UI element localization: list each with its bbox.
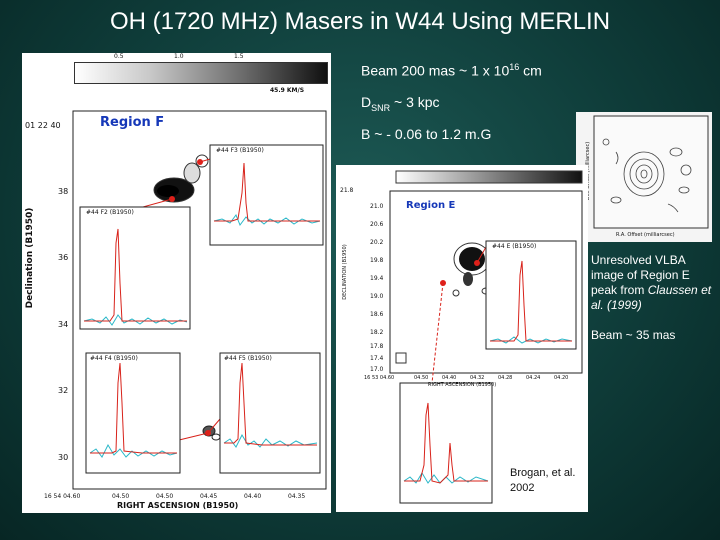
vlba-caption-author: Claussen et al. (1999) xyxy=(591,283,712,312)
ra-axis-title: RIGHT ASCENSION (B1950) xyxy=(117,501,239,510)
ra-tick-e: 04.50 xyxy=(414,375,429,381)
dec-tick-e: 21.8 xyxy=(340,187,354,194)
ra-tick-e: 04.20 xyxy=(554,375,569,381)
spectrum-inset-f5 xyxy=(219,352,321,474)
credit-line-2: 2002 xyxy=(510,482,535,494)
ra-tick: 04.40 xyxy=(244,493,262,500)
dec-tick: 38 xyxy=(58,187,69,196)
dec-tick-e: 18.2 xyxy=(370,329,384,336)
spectrum-inset-f4 xyxy=(85,352,181,474)
colorbar-tick-3: 1.5 xyxy=(234,53,244,60)
vlba-image: Dec Offset (milliarcsec) R.A. Offset (mi… xyxy=(576,112,712,242)
distance-note-subscript: SNR xyxy=(371,102,391,113)
dec-tick-e: 19.4 xyxy=(370,275,384,282)
region-e-plot xyxy=(389,170,583,504)
beam-note-suffix: cm xyxy=(519,62,542,79)
spectrum-inset-e2 xyxy=(399,382,493,504)
dec-tick: 36 xyxy=(58,253,69,262)
ra-tick-e: 04.24 xyxy=(526,375,541,381)
spectrum-label-f3: #44 F3 (B1950) xyxy=(216,147,264,154)
vlba-axis-x: R.A. Offset (milliarcsec) xyxy=(616,232,675,238)
dec-tick-e: 17.8 xyxy=(370,343,384,350)
vlba-contour-plot xyxy=(593,115,709,229)
spectrum-label-e: #44 E (B1950) xyxy=(492,243,537,250)
colorbar xyxy=(74,62,328,84)
spectrum-inset-e1 xyxy=(485,240,577,350)
vlba-caption: Unresolved VLBA image of Region E peak f… xyxy=(591,253,715,313)
distance-note-suffix: ~ 3 kpc xyxy=(390,94,440,110)
ra-axis-title-e: RIGHT ASCENSION (B1950) xyxy=(428,382,497,388)
dec-tick-e: 21.0 xyxy=(370,203,384,210)
ra-tick-e: 04.40 xyxy=(442,375,457,381)
slide-title: OH (1720 MHz) Masers in W44 Using MERLIN xyxy=(109,8,611,35)
region-e-label: Region E xyxy=(406,200,456,211)
dec-tick: 32 xyxy=(58,386,69,395)
dec-tick-e: 17.4 xyxy=(370,355,384,362)
ra-tick: 04.50 xyxy=(156,493,174,500)
ra-tick: 16 54 04.60 xyxy=(44,493,81,500)
dec-tick: 01 22 40 xyxy=(25,121,61,130)
region-e-figure: Region E #44 E (B1950) 21.8 21.0 20.6 20… xyxy=(336,165,588,512)
dec-tick-e: 18.6 xyxy=(370,311,384,318)
colorbar-tick-2: 1.0 xyxy=(174,53,184,60)
region-e-contours xyxy=(452,242,491,297)
region-f-label: Region F xyxy=(100,115,165,130)
spectrum-label-f5: #44 F5 (B1950) xyxy=(224,355,272,362)
ra-tick-e: 04.32 xyxy=(470,375,485,381)
distance-note-prefix: D xyxy=(361,94,372,110)
ra-tick: 04.50 xyxy=(112,493,130,500)
field-note: B ~ - 0.06 to 1.2 m.G xyxy=(361,126,492,142)
dec-tick-e: 19.8 xyxy=(370,257,384,264)
dec-tick-e: 20.2 xyxy=(370,239,384,246)
beam-note-prefix: Beam 200 mas ~ 1 x 10 xyxy=(361,62,510,79)
credit-line-1: Brogan, et al. xyxy=(510,467,576,479)
spectrum-inset-f3 xyxy=(209,144,324,246)
spectrum-label-f4: #44 F4 (B1950) xyxy=(90,355,138,362)
spectrum-label-f2: #44 F2 (B1950) xyxy=(86,209,134,216)
dec-tick-e: 17.0 xyxy=(370,366,384,373)
region-f-figure: 0.5 1.0 1.5 45.9 KM/S Region F Declinati… xyxy=(22,53,331,513)
dec-axis-title-e: DECLINATION (B1950) xyxy=(342,244,348,300)
dec-tick: 34 xyxy=(58,320,69,329)
ra-tick: 04.45 xyxy=(200,493,218,500)
ra-tick: 04.35 xyxy=(288,493,306,500)
dec-tick-e: 19.0 xyxy=(370,293,384,300)
beam-note-exponent: 16 xyxy=(509,62,520,72)
beam-note: Beam 200 mas ~ 1 x 1016 cm xyxy=(361,62,542,79)
region-f-plot xyxy=(72,110,327,490)
ra-tick-e: 16 53 04.60 xyxy=(364,375,395,381)
colorbar-tick-1: 0.5 xyxy=(114,53,124,60)
spectrum-inset-f2 xyxy=(79,206,191,330)
ra-tick-e: 04.28 xyxy=(498,375,513,381)
distance-note: DSNR ~ 3 kpc xyxy=(361,94,440,113)
vlba-caption-text: Unresolved VLBA image of Region E peak f… xyxy=(591,253,690,297)
dec-tick: 30 xyxy=(58,453,69,462)
dec-tick-e: 20.6 xyxy=(370,221,384,228)
vlba-beam-note: Beam ~ 35 mas xyxy=(591,328,676,342)
colorbar-unit: 45.9 KM/S xyxy=(270,87,305,94)
region-f-contours xyxy=(153,154,221,441)
